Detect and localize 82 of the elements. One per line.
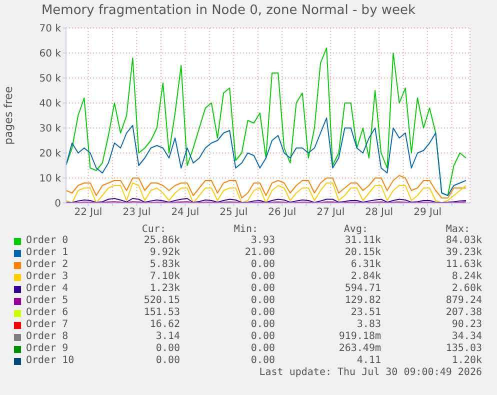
text: 84.03k [446,235,482,246]
text: Last update: Thu Jul 30 09:00:49 2026 [259,367,482,378]
text: 0.00 [250,343,275,354]
legend-label: Order 9 [26,343,68,354]
line-series [66,118,466,196]
text: 7.10k [150,271,180,282]
text: 520.15 [144,295,180,306]
text: 879.24 [446,295,482,306]
legend-label: Order 10 [26,355,74,366]
legend-label: Order 6 [26,307,68,318]
text: 5.83k [150,259,180,270]
text: Cur: [142,224,166,235]
text: 90.23 [452,319,482,330]
text: 207.38 [446,307,482,318]
text: 0.00 [250,331,275,342]
text: 1.20k [452,355,482,366]
legend-label: Order 2 [26,259,68,270]
y-tick-label: 10 k [39,174,62,185]
text: 25.86k [144,235,180,246]
y-axis-title: pages free [2,86,15,145]
y-tick-label: 50 k [39,74,62,85]
text: 0.00 [156,343,180,354]
text: 594.71 [344,283,381,294]
text: 0.00 [250,295,275,306]
text: 3.83 [356,319,381,330]
y-tick-label: 40 k [39,98,62,110]
text: 1.23k [150,283,180,294]
text: 31.11k [344,235,381,246]
x-tick-label: 23 Jul [122,207,151,218]
text: 3.93 [250,235,275,246]
legend-label: Order 0 [26,235,68,246]
x-tick-label: 25 Jul [220,207,248,218]
text: 263.49m [338,343,381,354]
x-tick-label: 24 Jul [171,207,200,218]
legend-label: Order 4 [26,283,68,294]
text: 0.00 [250,259,275,270]
chart-title: Memory fragmentation in Node 0, zone Normal - by week [40,2,417,20]
text: 919.18m [338,331,381,342]
text: 6.31k [350,259,381,270]
text: 39.23k [446,247,482,258]
legend-label: Order 1 [26,247,68,258]
text: 23.51 [350,307,381,318]
legend-label: Order 8 [26,331,68,342]
x-tick-label: 29 Jul [414,207,442,218]
text: 4.11 [356,355,381,366]
text: 151.53 [144,307,180,318]
text: 3.14 [156,331,180,342]
text: 135.03 [446,343,482,354]
y-tick-label: 30 k [39,124,62,135]
line-series [66,182,466,203]
text: 16.62 [150,319,180,330]
text: Max: [446,224,470,235]
x-tick-label: 22 Jul [74,207,102,218]
y-tick-label: 60 k [39,48,62,60]
x-tick-label: 26 Jul [268,207,296,218]
text: 0.00 [156,355,180,366]
text: 0.00 [250,355,275,366]
legend-label: Order 5 [26,295,68,306]
text: 9.92k [150,247,180,258]
y-tick-label: 20 k [39,148,62,160]
text: 34.34 [452,331,482,342]
x-tick-label: 27 Jul [316,207,345,218]
text: 2.84k [350,271,381,282]
text: 129.82 [344,295,381,306]
text: 8.24k [452,271,482,282]
text: 20.15k [344,247,381,258]
legend-label: Order 3 [26,271,68,282]
legend-label: Order 7 [26,319,68,330]
text: 21.00 [244,247,275,258]
text: 0.00 [250,271,275,282]
text: Avg: [344,224,368,235]
line-series [66,48,466,196]
x-tick-label: 28 Jul [365,207,394,218]
y-tick-label: 70 k [39,24,62,35]
text: 0.00 [250,319,275,330]
text: Min: [234,224,258,235]
line-series [66,175,466,198]
text: 11.63k [446,259,482,270]
text: 2.60k [452,283,482,294]
text: 0.00 [250,307,275,318]
y-tick-label: 0 [54,198,61,210]
text: 0.00 [250,283,275,294]
